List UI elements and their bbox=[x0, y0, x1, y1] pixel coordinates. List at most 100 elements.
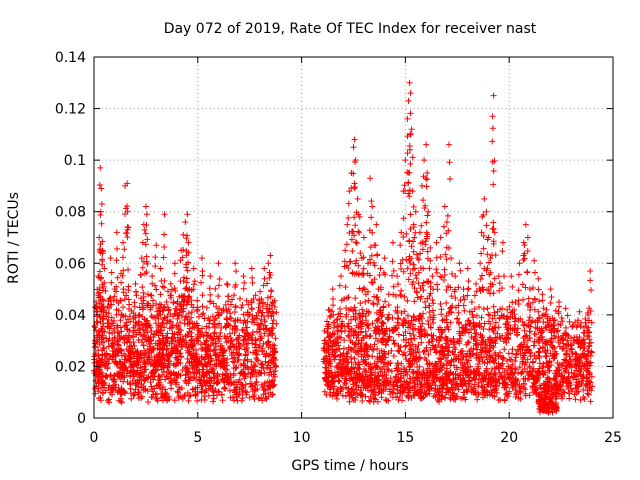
data-point bbox=[374, 294, 381, 301]
data-point bbox=[427, 244, 434, 251]
data-point bbox=[167, 380, 174, 387]
data-point bbox=[477, 260, 484, 267]
data-point bbox=[475, 383, 482, 390]
data-point bbox=[373, 363, 380, 370]
data-point bbox=[580, 386, 587, 393]
data-point bbox=[390, 291, 397, 298]
data-point bbox=[353, 240, 360, 247]
data-point bbox=[124, 234, 131, 241]
data-point bbox=[181, 393, 188, 400]
data-point bbox=[108, 269, 115, 276]
data-point bbox=[532, 355, 539, 362]
data-point bbox=[419, 182, 426, 189]
data-point bbox=[407, 260, 414, 267]
x-axis-label: GPS time / hours bbox=[291, 458, 408, 474]
data-point bbox=[230, 372, 237, 379]
data-point bbox=[160, 364, 167, 371]
data-point bbox=[343, 375, 350, 382]
data-point bbox=[118, 279, 125, 286]
data-point bbox=[501, 346, 508, 353]
data-point bbox=[184, 211, 191, 218]
data-point bbox=[172, 377, 179, 384]
data-point bbox=[128, 364, 135, 371]
data-point bbox=[122, 390, 129, 397]
data-point bbox=[196, 374, 203, 381]
data-point bbox=[423, 219, 430, 226]
data-point bbox=[249, 279, 256, 286]
data-point bbox=[336, 282, 343, 289]
data-point bbox=[257, 288, 264, 295]
data-point bbox=[156, 308, 163, 315]
data-point bbox=[157, 291, 164, 298]
data-point bbox=[186, 358, 193, 365]
data-point bbox=[123, 229, 130, 236]
data-point bbox=[357, 300, 364, 307]
data-point bbox=[145, 398, 152, 405]
data-point bbox=[199, 272, 206, 279]
data-point bbox=[145, 359, 152, 366]
data-point bbox=[453, 364, 460, 371]
data-point bbox=[360, 234, 367, 241]
data-point bbox=[321, 388, 328, 395]
data-point bbox=[443, 300, 450, 307]
data-point bbox=[201, 379, 208, 386]
data-point bbox=[181, 391, 188, 398]
data-point bbox=[188, 314, 195, 321]
data-point bbox=[582, 315, 589, 322]
data-point bbox=[378, 394, 385, 401]
data-point bbox=[171, 285, 178, 292]
data-point bbox=[148, 328, 155, 335]
data-point bbox=[252, 387, 259, 394]
data-point bbox=[190, 369, 197, 376]
data-point bbox=[148, 313, 155, 320]
data-point bbox=[210, 398, 217, 405]
data-point bbox=[240, 273, 247, 280]
data-point bbox=[133, 292, 140, 299]
data-point bbox=[165, 288, 172, 295]
data-point bbox=[520, 296, 527, 303]
data-point bbox=[147, 379, 154, 386]
data-point bbox=[183, 279, 190, 286]
data-point bbox=[240, 311, 247, 318]
data-point bbox=[352, 222, 359, 229]
data-point bbox=[487, 255, 494, 262]
data-point bbox=[240, 285, 247, 292]
data-point bbox=[168, 292, 175, 299]
data-point bbox=[356, 229, 363, 236]
data-point bbox=[536, 360, 543, 367]
data-point bbox=[215, 282, 222, 289]
data-point bbox=[525, 295, 532, 302]
data-point bbox=[172, 287, 179, 294]
x-tick-label: 25 bbox=[604, 430, 622, 446]
data-point bbox=[229, 296, 236, 303]
data-point bbox=[426, 302, 433, 309]
data-point bbox=[402, 343, 409, 350]
data-point bbox=[132, 288, 139, 295]
data-point bbox=[175, 312, 182, 319]
data-point bbox=[267, 252, 274, 259]
data-point bbox=[264, 294, 271, 301]
data-point bbox=[384, 337, 391, 344]
data-point bbox=[121, 246, 128, 253]
data-point bbox=[490, 225, 497, 232]
data-point bbox=[238, 370, 245, 377]
data-point bbox=[406, 357, 413, 364]
data-point bbox=[248, 380, 255, 387]
data-point bbox=[185, 293, 192, 300]
data-point bbox=[392, 293, 399, 300]
data-point bbox=[385, 315, 392, 322]
data-point bbox=[160, 254, 167, 261]
data-point bbox=[522, 221, 529, 228]
data-point bbox=[257, 307, 264, 314]
data-point bbox=[173, 371, 180, 378]
data-point bbox=[576, 308, 583, 315]
data-point bbox=[357, 250, 364, 257]
data-point bbox=[531, 269, 538, 276]
data-point bbox=[204, 369, 211, 376]
data-point bbox=[212, 343, 219, 350]
data-point bbox=[142, 203, 149, 210]
data-point bbox=[395, 331, 402, 338]
data-point bbox=[105, 310, 112, 317]
x-tick-label: 10 bbox=[293, 430, 311, 446]
data-point bbox=[367, 175, 374, 182]
